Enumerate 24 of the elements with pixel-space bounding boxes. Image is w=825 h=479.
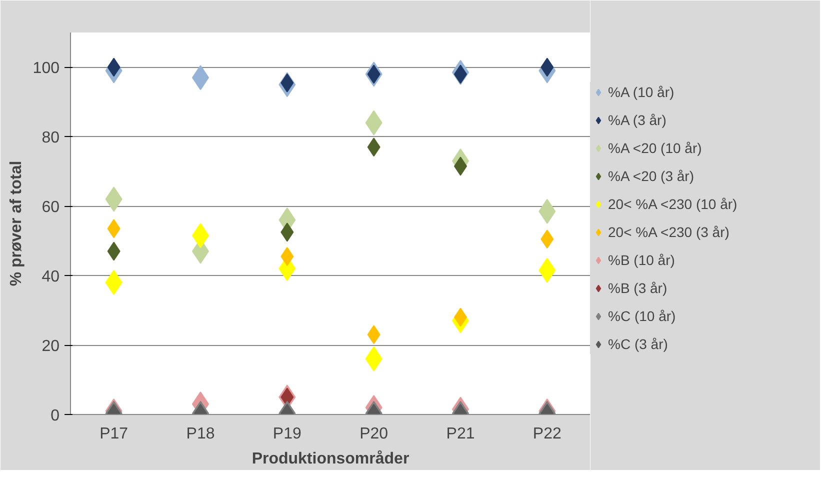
legend-label: %C (10 år) xyxy=(608,308,676,324)
x-tick-label: P20 xyxy=(360,426,388,442)
x-axis-title: Produktionsområder xyxy=(252,450,410,468)
x-tick-label: P22 xyxy=(532,426,562,442)
legend-label: %A (10 år) xyxy=(608,84,674,100)
y-axis-title: % prøver af total xyxy=(8,160,25,286)
y-tick-label: 20 xyxy=(42,338,60,356)
x-tick-label: P21 xyxy=(446,426,475,442)
legend-label: %C (3 år) xyxy=(608,336,668,352)
legend-label: %B (10 år) xyxy=(608,252,675,268)
x-tick-label: P19 xyxy=(272,426,302,442)
legend-label: 20< %A <230 (10 år) xyxy=(608,196,738,212)
x-tick-label: P17 xyxy=(100,426,128,442)
legend-label: 20< %A <230 (3 år) xyxy=(608,224,730,240)
y-tick-label: 60 xyxy=(42,199,60,216)
legend-label: %B (3 år) xyxy=(608,280,668,296)
x-tick-label: P18 xyxy=(186,426,215,442)
legend-label: %A (3 år) xyxy=(608,112,666,128)
y-tick-label: 0 xyxy=(50,408,60,424)
y-tick-label: 40 xyxy=(42,268,60,286)
y-tick-label: 80 xyxy=(42,130,60,147)
legend-label: %A <20 (3 år) xyxy=(608,168,694,184)
y-tick-label: 100 xyxy=(32,60,60,78)
legend-label: %A <20 (10 år) xyxy=(608,140,702,156)
